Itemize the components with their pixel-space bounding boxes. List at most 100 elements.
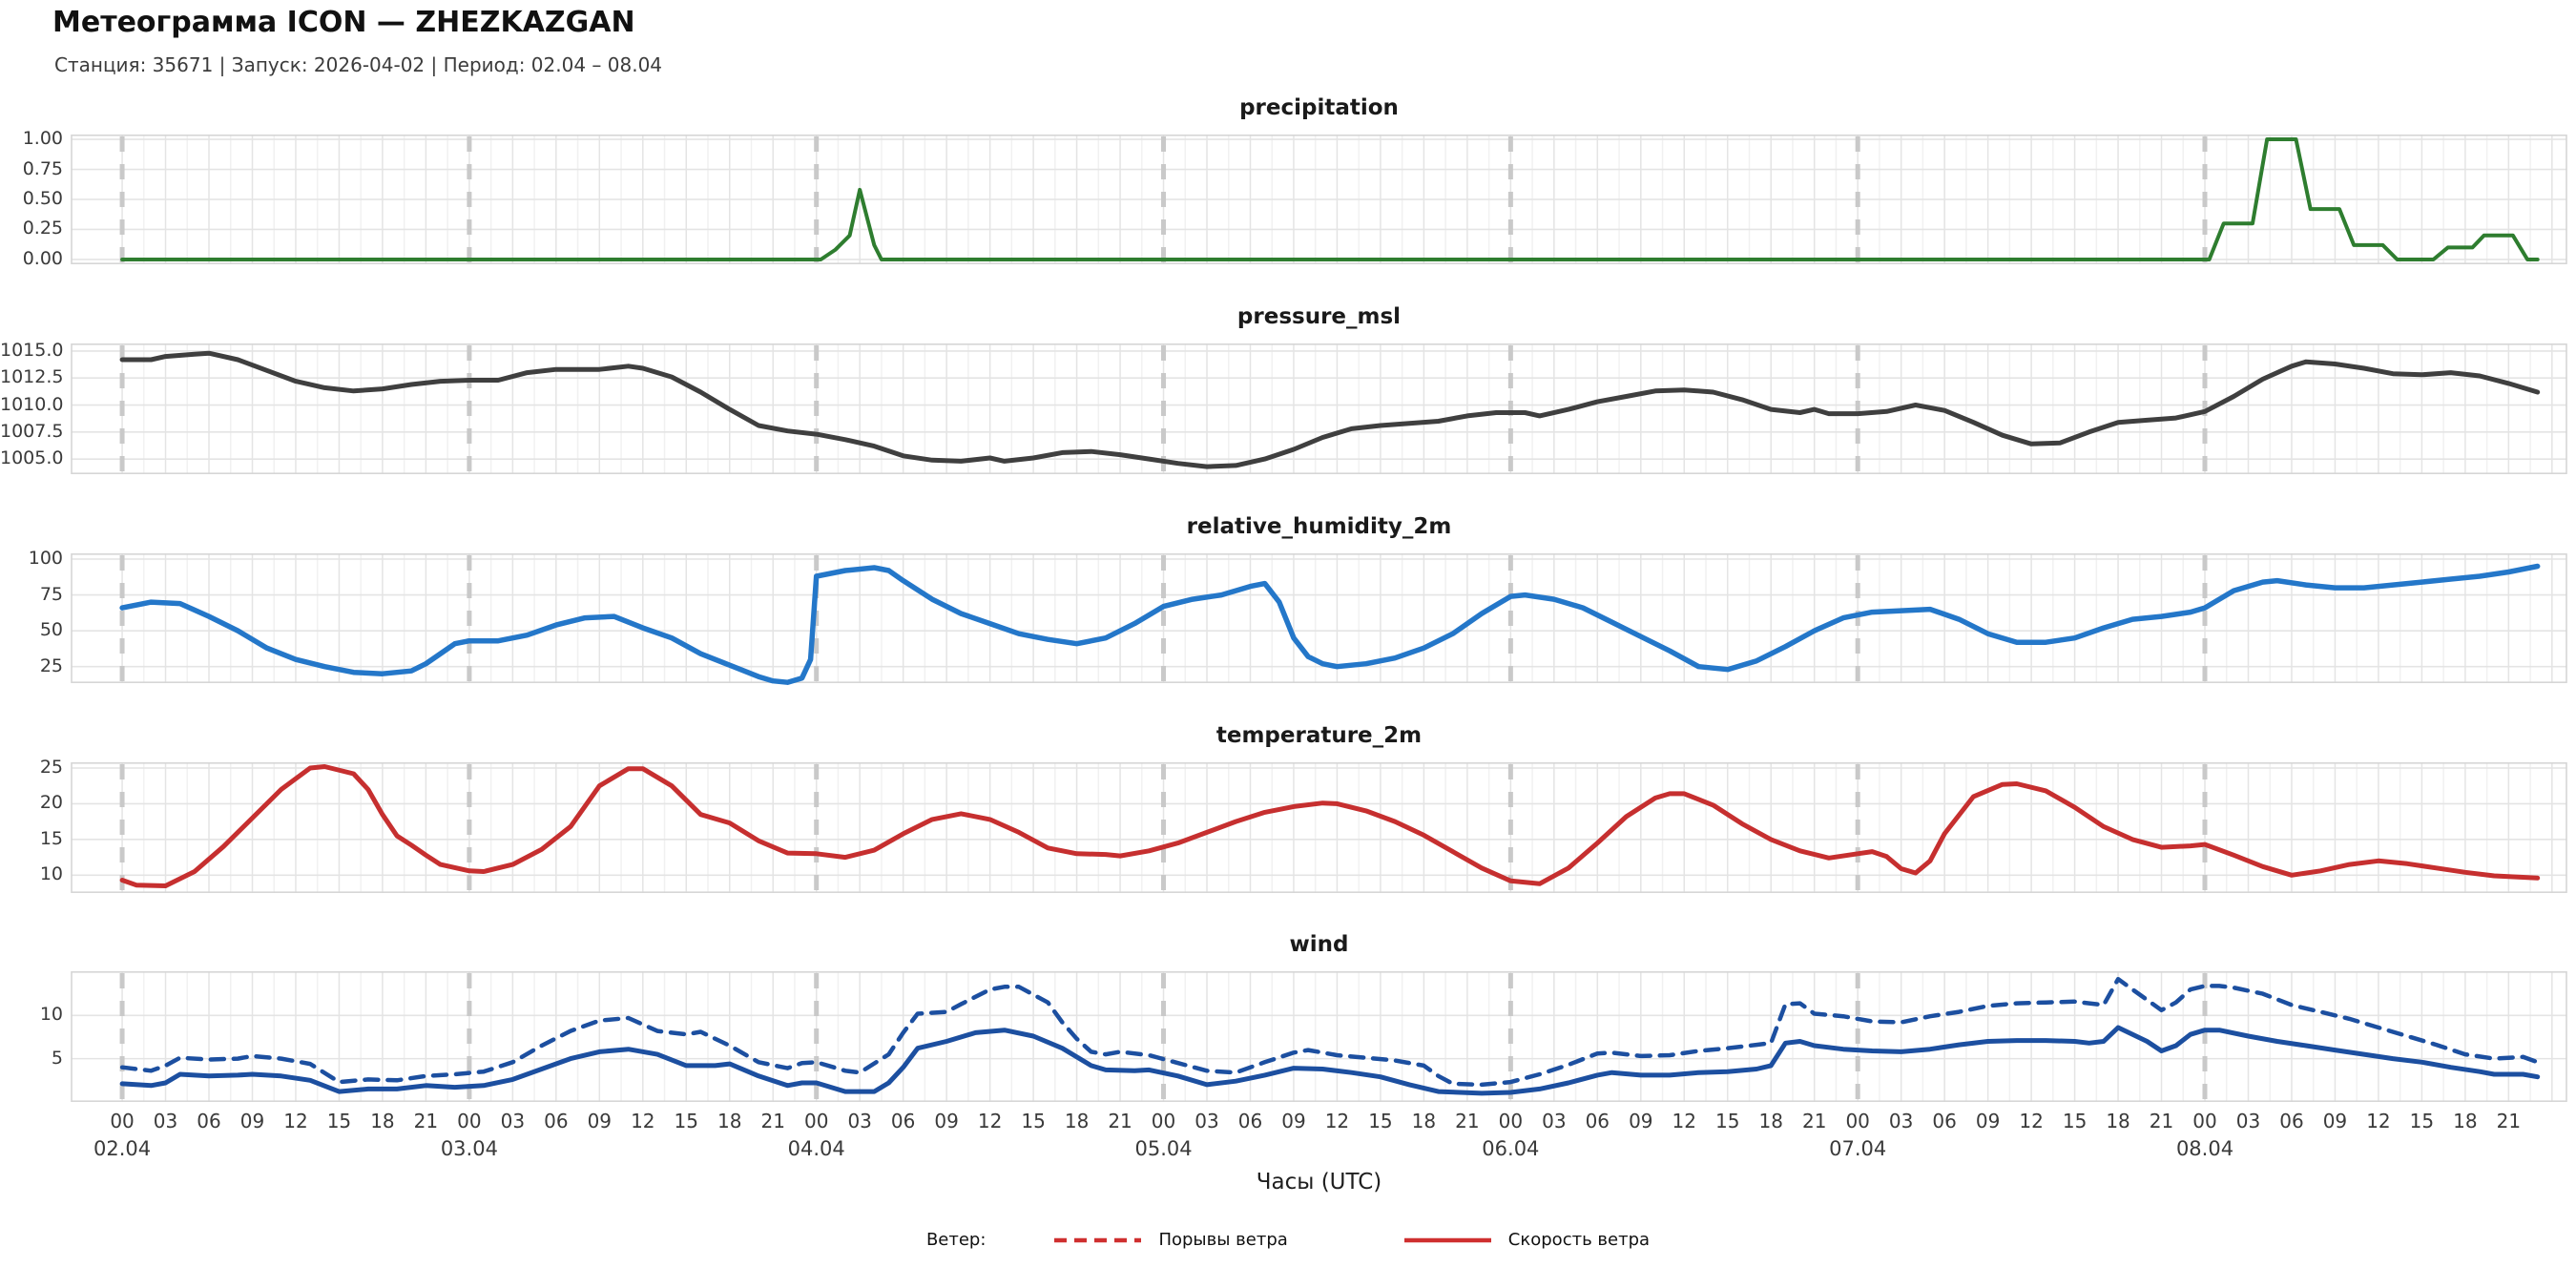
- chart-wind: [71, 971, 2567, 1102]
- x-hour-tick: 03: [1888, 1110, 1914, 1132]
- x-hour-tick: 03: [1195, 1110, 1219, 1132]
- series-Скорость ветра: [119, 1025, 2541, 1096]
- x-hour-tick: 15: [2062, 1110, 2088, 1132]
- x-hour-tick: 03: [847, 1110, 872, 1132]
- y-tick-label-precipitation: 0.25: [22, 218, 63, 239]
- panel-title-temperature_2m: temperature_2m: [1215, 723, 1423, 748]
- x-hour-tick: 21: [1108, 1110, 1132, 1132]
- panel-title-pressure_msl: pressure_msl: [1236, 304, 1402, 329]
- x-hour-tick: 21: [1455, 1110, 1480, 1132]
- x-hour-tick: 06: [2279, 1110, 2304, 1132]
- x-hour-tick: 00: [1151, 1110, 1176, 1132]
- x-date-tick: 03.04: [440, 1137, 498, 1160]
- x-hour-tick: 00: [110, 1110, 135, 1132]
- y-tick-label-temperature_2m: 25: [39, 756, 63, 778]
- x-hour-tick: 18: [717, 1110, 742, 1132]
- y-tick-label-relative_humidity_2m: 50: [39, 619, 63, 641]
- x-hour-tick: 06: [544, 1110, 569, 1132]
- x-date-tick: 08.04: [2175, 1137, 2234, 1160]
- series-relative_humidity_2m: [119, 563, 2541, 685]
- wind-legend: Ветер: Порывы ветра Скорость ветра: [0, 1230, 2576, 1250]
- x-hour-tick: 15: [1715, 1110, 1740, 1132]
- x-date-tick: 06.04: [1482, 1137, 1540, 1160]
- y-tick-label-precipitation: 1.00: [22, 128, 63, 150]
- x-hour-tick: 09: [587, 1110, 613, 1132]
- panel-title-wind: wind: [1289, 932, 1349, 957]
- x-hour-tick: 12: [2366, 1110, 2391, 1132]
- y-tick-label-wind: 5: [51, 1047, 63, 1069]
- x-hour-tick: 09: [1281, 1110, 1306, 1132]
- x-hour-tick: 06: [1237, 1110, 1263, 1132]
- panel-title-relative_humidity_2m: relative_humidity_2m: [1186, 514, 1452, 539]
- x-hour-tick: 12: [2019, 1110, 2044, 1132]
- legend-dashed-line-sample: [1052, 1230, 1143, 1250]
- series-precipitation: [120, 137, 2540, 261]
- x-date-tick: 05.04: [1134, 1137, 1193, 1160]
- x-hour-tick: 21: [1801, 1110, 1827, 1132]
- x-hour-tick: 15: [1021, 1110, 1046, 1132]
- chart-relative_humidity_2m: [71, 553, 2567, 685]
- x-hour-tick: 18: [1411, 1110, 1437, 1132]
- x-hour-tick: 03: [2235, 1110, 2261, 1132]
- y-tick-label-pressure_msl: 1015.0: [0, 339, 64, 361]
- panel-title-precipitation: precipitation: [1239, 95, 1399, 120]
- y-tick-label-precipitation: 0.75: [22, 157, 63, 179]
- x-hour-tick: 21: [413, 1110, 439, 1132]
- chart-temperature_2m: [71, 762, 2567, 893]
- x-hour-tick: 15: [1368, 1110, 1393, 1132]
- x-hour-tick: 06: [1932, 1110, 1957, 1132]
- x-hour-tick: 09: [1629, 1110, 1653, 1132]
- x-hour-tick: 00: [457, 1110, 482, 1132]
- y-tick-label-pressure_msl: 1010.0: [0, 393, 64, 415]
- y-tick-label-precipitation: 0.00: [22, 247, 63, 269]
- x-hour-tick: 00: [803, 1110, 829, 1132]
- x-hour-tick: 18: [370, 1110, 395, 1132]
- y-tick-label-relative_humidity_2m: 75: [39, 583, 63, 605]
- x-axis-label: Часы (UTC): [1256, 1170, 1382, 1195]
- x-hour-tick: 03: [500, 1110, 526, 1132]
- y-tick-label-pressure_msl: 1005.0: [0, 447, 64, 469]
- chart-precipitation: [71, 135, 2567, 264]
- y-tick-label-pressure_msl: 1012.5: [0, 366, 64, 388]
- x-hour-tick: 00: [1845, 1110, 1870, 1132]
- x-hour-tick: 00: [1498, 1110, 1524, 1132]
- y-tick-label-relative_humidity_2m: 25: [39, 654, 63, 676]
- series-temperature_2m: [119, 764, 2541, 888]
- y-tick-label-temperature_2m: 10: [39, 863, 63, 885]
- x-hour-tick: 12: [977, 1110, 1003, 1132]
- legend-label-gusts: Порывы ветра: [1158, 1230, 1288, 1250]
- x-hour-tick: 18: [2106, 1110, 2130, 1132]
- x-hour-tick: 12: [1672, 1110, 1696, 1132]
- series-pressure_msl: [119, 350, 2541, 469]
- y-tick-label-temperature_2m: 20: [39, 792, 63, 814]
- x-hour-tick: 06: [197, 1110, 221, 1132]
- x-hour-tick: 18: [2453, 1110, 2478, 1132]
- x-hour-tick: 21: [2149, 1110, 2174, 1132]
- x-hour-tick: 09: [239, 1110, 265, 1132]
- legend-solid-line-sample: [1402, 1230, 1493, 1250]
- page-subtitle: Станция: 35671 | Запуск: 2026-04-02 | Пе…: [54, 53, 663, 76]
- x-hour-tick: 12: [283, 1110, 308, 1132]
- x-hour-tick: 18: [1758, 1110, 1783, 1132]
- x-hour-tick: 15: [326, 1110, 352, 1132]
- x-hour-tick: 15: [2409, 1110, 2435, 1132]
- x-hour-tick: 09: [934, 1110, 959, 1132]
- x-hour-tick: 21: [760, 1110, 785, 1132]
- y-tick-label-temperature_2m: 15: [39, 827, 63, 849]
- y-tick-label-wind: 10: [39, 1004, 63, 1026]
- x-hour-tick: 09: [1975, 1110, 2001, 1132]
- y-tick-label-precipitation: 0.50: [22, 188, 63, 209]
- x-hour-tick: 09: [2322, 1110, 2348, 1132]
- x-date-tick: 07.04: [1829, 1137, 1887, 1160]
- legend-label-speed: Скорость ветра: [1507, 1230, 1651, 1250]
- x-hour-tick: 06: [890, 1110, 916, 1132]
- x-date-tick: 04.04: [787, 1137, 845, 1160]
- x-hour-tick: 12: [631, 1110, 655, 1132]
- x-hour-tick: 12: [1324, 1110, 1350, 1132]
- series-Порывы ветра: [119, 976, 2540, 1088]
- y-tick-label-pressure_msl: 1007.5: [0, 420, 64, 442]
- chart-pressure_msl: [71, 343, 2567, 474]
- legend-prefix: Ветер:: [925, 1230, 987, 1250]
- x-hour-tick: 21: [2496, 1110, 2522, 1132]
- x-hour-tick: 18: [1064, 1110, 1090, 1132]
